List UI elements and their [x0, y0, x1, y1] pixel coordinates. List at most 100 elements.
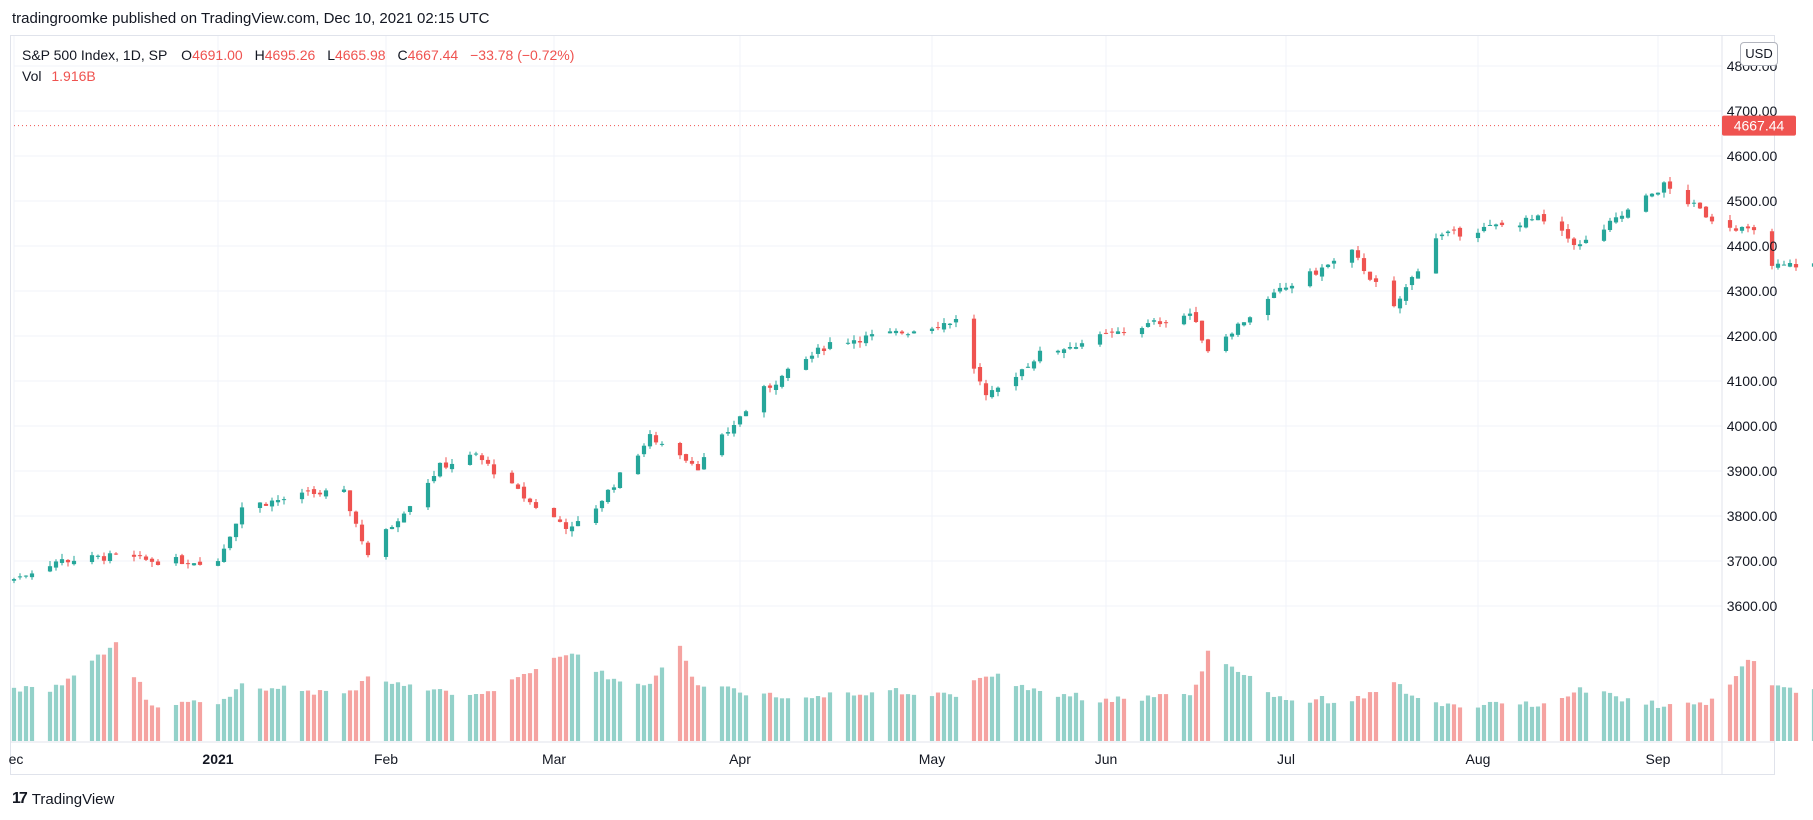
volume-bar — [1367, 692, 1373, 741]
volume-bar — [11, 687, 17, 741]
chart-panel[interactable] — [10, 35, 1775, 775]
candle-body — [1361, 258, 1367, 272]
volume-bar — [1601, 691, 1607, 741]
candle-body — [485, 459, 491, 464]
volume-bar — [317, 690, 323, 741]
volume-bar — [389, 683, 395, 741]
candle-body — [1775, 263, 1781, 268]
candle-body — [1061, 349, 1067, 354]
candle-body — [179, 555, 185, 565]
candle-body — [1319, 267, 1325, 277]
volume-bar — [431, 689, 437, 741]
candle-body — [269, 500, 275, 507]
volume-bar — [1451, 704, 1457, 741]
volume-bar — [605, 679, 611, 741]
volume-bar — [509, 679, 515, 741]
candle-body — [1793, 264, 1799, 268]
candle-body — [101, 556, 107, 561]
x-tick-label: Apr — [729, 751, 751, 767]
volume-key[interactable]: Vol — [22, 68, 42, 84]
volume-bar — [1271, 696, 1277, 741]
candle-body — [599, 500, 605, 509]
candle-body — [719, 434, 725, 456]
candle-body — [1439, 234, 1445, 237]
last-price-tag: 4667.44 — [1722, 115, 1796, 136]
candle-body — [683, 454, 689, 461]
candle-body — [365, 542, 371, 556]
candle-body — [929, 328, 935, 331]
candle-body — [1121, 332, 1127, 334]
brand-label: TradingView — [31, 790, 115, 808]
candle-body — [29, 573, 35, 578]
candle-body — [1373, 278, 1379, 282]
volume-bar — [767, 692, 773, 741]
candle-body — [1691, 202, 1697, 204]
candle-body — [977, 366, 983, 382]
candle-body — [299, 492, 305, 500]
volume-bar — [1445, 703, 1451, 741]
footer-brand[interactable]: 17 TradingView — [12, 790, 114, 808]
volume-bar — [137, 681, 143, 741]
volume-bar — [1403, 693, 1409, 741]
candle-body — [1745, 226, 1751, 229]
volume-bar — [515, 677, 521, 741]
change-value: −33.78 (−0.72%) — [470, 47, 575, 63]
candle-body — [185, 563, 191, 565]
volume-bar — [1361, 698, 1367, 741]
candle-body — [1145, 323, 1151, 327]
candle-body — [317, 492, 323, 495]
candle-body — [821, 348, 827, 351]
volume-bar — [1577, 687, 1583, 741]
candle-body — [1349, 249, 1355, 263]
candle-body — [1787, 263, 1793, 267]
candle-body — [197, 561, 203, 565]
volume-bar — [815, 696, 821, 741]
candle-body — [1535, 215, 1541, 221]
candle-body — [95, 555, 101, 557]
volume-bar — [1397, 684, 1403, 741]
volume-bar — [1811, 689, 1813, 741]
symbol-label[interactable]: S&P 500 Index, 1D, SP — [22, 47, 168, 63]
candle-body — [1079, 343, 1085, 347]
candle-body — [569, 526, 575, 532]
volume-bar — [557, 656, 563, 741]
candle-body — [995, 387, 1001, 392]
volume-bar — [1031, 688, 1037, 741]
candle-body — [347, 490, 353, 512]
volume-bar — [1739, 666, 1745, 741]
x-tick-label: May — [919, 751, 945, 767]
candle-body — [1265, 298, 1271, 316]
candle-body — [1697, 202, 1703, 209]
volume-value: 1.916B — [51, 68, 96, 84]
volume-bar — [1373, 692, 1379, 741]
volume-bar — [179, 701, 185, 741]
volume-bar — [635, 683, 641, 741]
volume-bar — [1775, 685, 1781, 741]
volume-bar — [1709, 698, 1715, 741]
volume-bar — [359, 681, 365, 741]
volume-bar — [1781, 687, 1787, 741]
candle-body — [1457, 227, 1463, 237]
volume-bar — [689, 676, 695, 741]
x-tick-label: Sep — [1646, 751, 1671, 767]
candle-body — [809, 355, 815, 359]
volume-bar — [1349, 701, 1355, 741]
volume-bar — [425, 690, 431, 741]
volume-bar — [1745, 659, 1751, 741]
volume-bar — [989, 676, 995, 741]
volume-bar — [827, 692, 833, 741]
volume-bar — [731, 688, 737, 741]
candle-body — [1019, 369, 1025, 377]
volume-bar — [1727, 684, 1733, 741]
candle-body — [815, 347, 821, 354]
volume-bar — [857, 694, 863, 741]
volume-bar — [401, 685, 407, 741]
volume-bar — [887, 690, 893, 741]
volume-bar — [1415, 697, 1421, 741]
currency-button[interactable]: USD — [1740, 42, 1778, 66]
candle-body — [1781, 264, 1787, 266]
candle-body — [11, 579, 17, 581]
volume-bar — [1151, 697, 1157, 741]
volume-bar — [29, 686, 35, 741]
